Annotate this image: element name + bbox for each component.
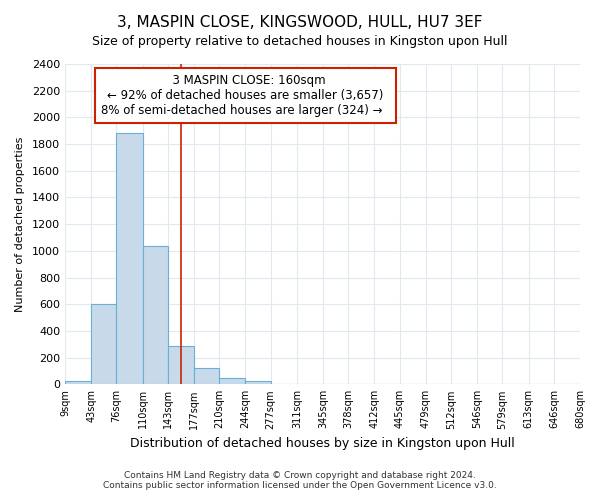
Bar bbox=[65, 381, 91, 384]
Text: 3 MASPIN CLOSE: 160sqm
← 92% of detached houses are smaller (3,657)
8% of semi-d: 3 MASPIN CLOSE: 160sqm ← 92% of detached… bbox=[101, 74, 390, 116]
Y-axis label: Number of detached properties: Number of detached properties bbox=[15, 136, 25, 312]
Bar bbox=[143, 246, 168, 384]
Text: Contains HM Land Registry data © Crown copyright and database right 2024.
Contai: Contains HM Land Registry data © Crown c… bbox=[103, 470, 497, 490]
Bar bbox=[194, 368, 220, 384]
Bar bbox=[91, 304, 116, 384]
Bar bbox=[116, 134, 143, 384]
Text: 3, MASPIN CLOSE, KINGSWOOD, HULL, HU7 3EF: 3, MASPIN CLOSE, KINGSWOOD, HULL, HU7 3E… bbox=[117, 15, 483, 30]
Bar bbox=[168, 346, 194, 385]
Bar bbox=[245, 381, 271, 384]
Bar bbox=[220, 378, 245, 384]
Text: Size of property relative to detached houses in Kingston upon Hull: Size of property relative to detached ho… bbox=[92, 35, 508, 48]
X-axis label: Distribution of detached houses by size in Kingston upon Hull: Distribution of detached houses by size … bbox=[130, 437, 515, 450]
